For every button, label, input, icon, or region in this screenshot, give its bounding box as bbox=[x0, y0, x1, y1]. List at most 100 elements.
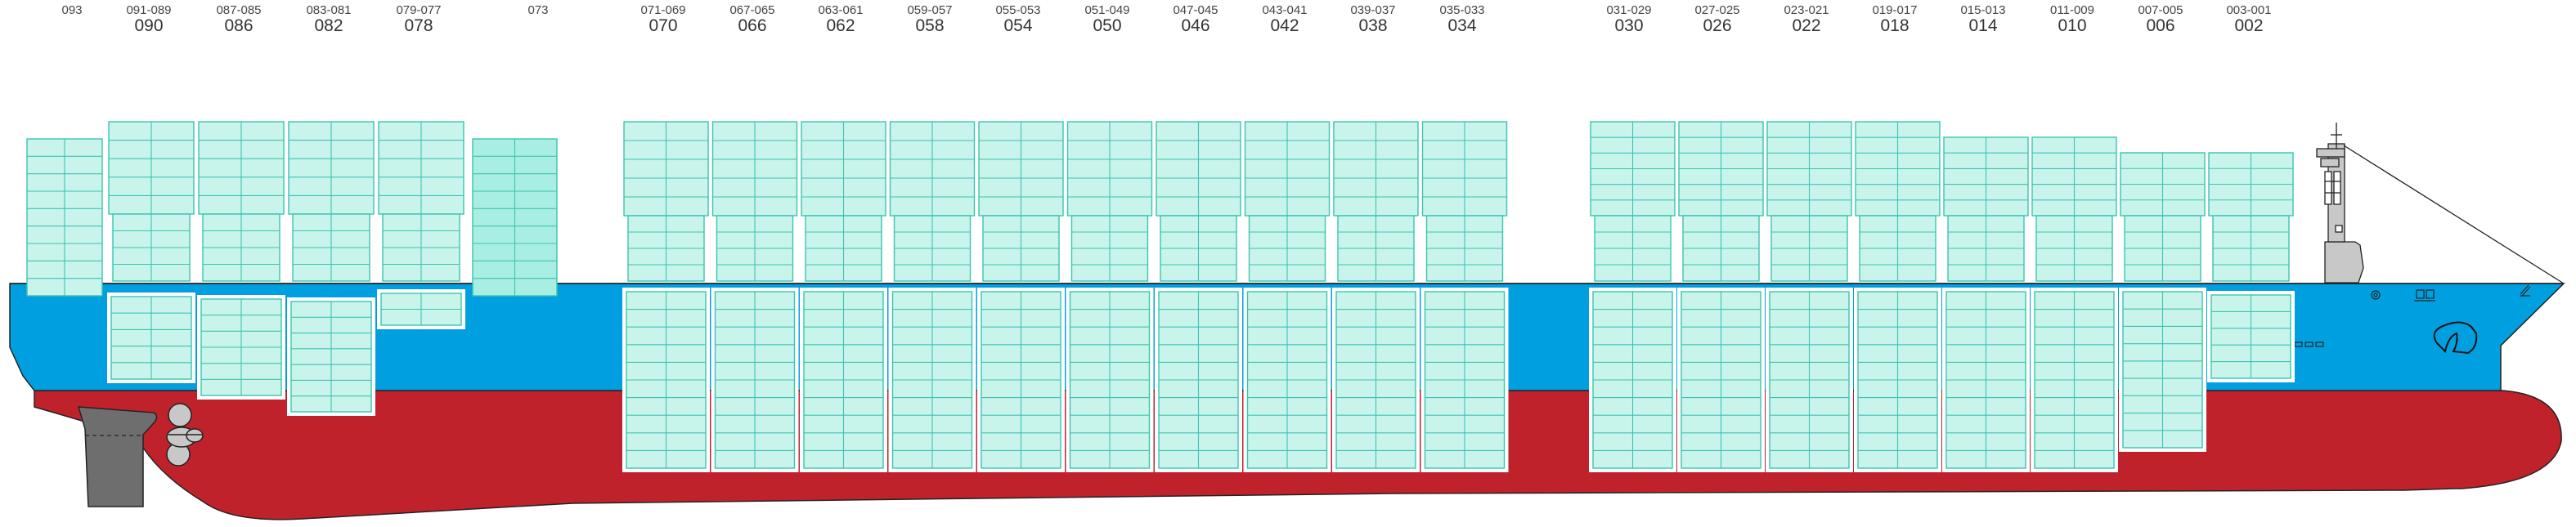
bay-range-label: 035-033 bbox=[1439, 3, 1484, 17]
forestay-rigging bbox=[2343, 145, 2565, 284]
hold-stack bbox=[981, 291, 1061, 469]
bow-details bbox=[2294, 284, 2531, 355]
bay-number-label: 070 bbox=[648, 16, 677, 35]
bay-number-label: 026 bbox=[1703, 16, 1731, 35]
bay-range-label: 011-009 bbox=[2050, 3, 2094, 17]
bay-range-label: 071-069 bbox=[640, 3, 685, 17]
deck-stack-lower-066 bbox=[716, 215, 794, 282]
deck-stack-lower-034 bbox=[1425, 215, 1504, 282]
bay-number-label: 030 bbox=[1614, 16, 1643, 35]
bay-number-label: 062 bbox=[826, 16, 855, 35]
bay-range-label: 051-049 bbox=[1084, 3, 1129, 17]
deck-stack-upper-018 bbox=[1855, 121, 1941, 217]
bay-range-label: 031-029 bbox=[1606, 3, 1651, 17]
bay-number-label: 010 bbox=[2058, 16, 2086, 35]
hold-stack bbox=[2210, 294, 2291, 379]
deck-stack-upper-046 bbox=[1156, 121, 1241, 217]
bay-range-label: 091-089 bbox=[126, 3, 171, 17]
deck-stack-lower-050 bbox=[1070, 215, 1149, 282]
bay-number-label: 054 bbox=[1003, 16, 1032, 35]
deck-stack-lower-018 bbox=[1859, 215, 1936, 282]
bay-range-label: 019-017 bbox=[1872, 3, 1917, 17]
deck-stack-upper-070 bbox=[623, 121, 709, 217]
bay-number-label: 022 bbox=[1792, 16, 1820, 35]
bay-range-label: 027-025 bbox=[1694, 3, 1739, 17]
bay-number-label: 006 bbox=[2146, 16, 2174, 35]
bay-range-label: 039-037 bbox=[1350, 3, 1395, 17]
bay-number-label: 014 bbox=[1968, 16, 1997, 35]
deck-stack-lower-046 bbox=[1160, 215, 1237, 282]
bay-number-label: 058 bbox=[915, 16, 944, 35]
deck-stack-upper-090 bbox=[108, 121, 195, 215]
deck-stack-lower-014 bbox=[1947, 215, 2025, 282]
bay-number-label: 042 bbox=[1270, 16, 1299, 35]
hold-stack bbox=[1335, 291, 1416, 469]
bay-range-label: 055-053 bbox=[995, 3, 1040, 17]
deck-stack-lower-082 bbox=[292, 213, 370, 282]
deck-stack-lower-026 bbox=[1682, 215, 1760, 282]
hold-stack bbox=[380, 293, 462, 326]
hold-stack bbox=[2034, 291, 2115, 469]
bay-number-label: 066 bbox=[738, 16, 766, 35]
bay-range-label: 073 bbox=[527, 3, 548, 17]
deck-stack-upper-050 bbox=[1066, 121, 1153, 217]
bay-range-label: 059-057 bbox=[907, 3, 952, 17]
deck-house-073 bbox=[472, 138, 558, 297]
deck-stack-lower-010 bbox=[2035, 215, 2113, 282]
hold-stack bbox=[626, 291, 707, 469]
deck-stack-lower-058 bbox=[893, 215, 972, 282]
deck-stack-lower-038 bbox=[1337, 215, 1415, 282]
deck-stack-lower-086 bbox=[202, 213, 280, 282]
deck-stack-upper-038 bbox=[1333, 121, 1419, 217]
deck-stack-lower-022 bbox=[1770, 215, 1848, 282]
deck-stack-upper-086 bbox=[198, 121, 285, 215]
hold-stack bbox=[1945, 291, 2026, 469]
deck-stack-lower-030 bbox=[1594, 215, 1672, 282]
deck-stack-093 bbox=[26, 138, 103, 297]
hold-stack bbox=[1069, 291, 1151, 469]
deck-stack-upper-014 bbox=[1943, 136, 2029, 217]
bay-range-label: 023-021 bbox=[1784, 3, 1829, 17]
deck-stack-lower-078 bbox=[382, 213, 460, 282]
deck-stack-upper-058 bbox=[889, 121, 976, 217]
bay-number-label: 086 bbox=[224, 16, 253, 35]
bay-range-label: 063-061 bbox=[818, 3, 863, 17]
hold-stack bbox=[1857, 291, 1938, 469]
bay-range-label: 007-005 bbox=[2138, 3, 2183, 17]
container-stacks bbox=[26, 121, 2295, 472]
deck-stack-lower-090 bbox=[112, 213, 191, 282]
hold-stack bbox=[1769, 291, 1850, 469]
hold-stack bbox=[714, 291, 796, 469]
deck-stack-upper-010 bbox=[2031, 136, 2117, 217]
hold-stack bbox=[891, 291, 973, 469]
deck-stack-upper-002 bbox=[2208, 152, 2294, 217]
bay-number-label: 018 bbox=[1880, 16, 1909, 35]
deck-stack-lower-042 bbox=[1248, 215, 1326, 282]
deck-stack-upper-062 bbox=[801, 121, 886, 217]
hold-stack bbox=[1681, 291, 1761, 469]
deck-stack-lower-062 bbox=[805, 215, 882, 282]
bay-range-label: 087-085 bbox=[216, 3, 261, 17]
hold-stack bbox=[1158, 291, 1239, 469]
bay-range-label: 003-001 bbox=[2226, 3, 2271, 17]
rudder bbox=[77, 406, 158, 507]
deck-stack-upper-042 bbox=[1244, 121, 1331, 217]
bay-range-label: 083-081 bbox=[306, 3, 351, 17]
bay-number-label: 046 bbox=[1181, 16, 1209, 35]
bay-range-label: 079-077 bbox=[396, 3, 441, 17]
bay-number-label: 090 bbox=[134, 16, 163, 35]
bay-number-label: 050 bbox=[1093, 16, 1121, 35]
deck-stack-lower-006 bbox=[2124, 215, 2201, 282]
bay-number-label: 082 bbox=[314, 16, 343, 35]
deck-stack-upper-034 bbox=[1421, 121, 1508, 217]
hold-stack bbox=[1424, 291, 1506, 469]
hold-stack bbox=[1592, 291, 1673, 469]
superstructure bbox=[2316, 123, 2364, 284]
propeller bbox=[166, 403, 204, 467]
bay-range-label: 047-045 bbox=[1173, 3, 1218, 17]
bay-range-label: 015-013 bbox=[1960, 3, 2005, 17]
deck-stack-lower-054 bbox=[982, 215, 1060, 282]
deck-stack-lower-002 bbox=[2212, 215, 2290, 282]
